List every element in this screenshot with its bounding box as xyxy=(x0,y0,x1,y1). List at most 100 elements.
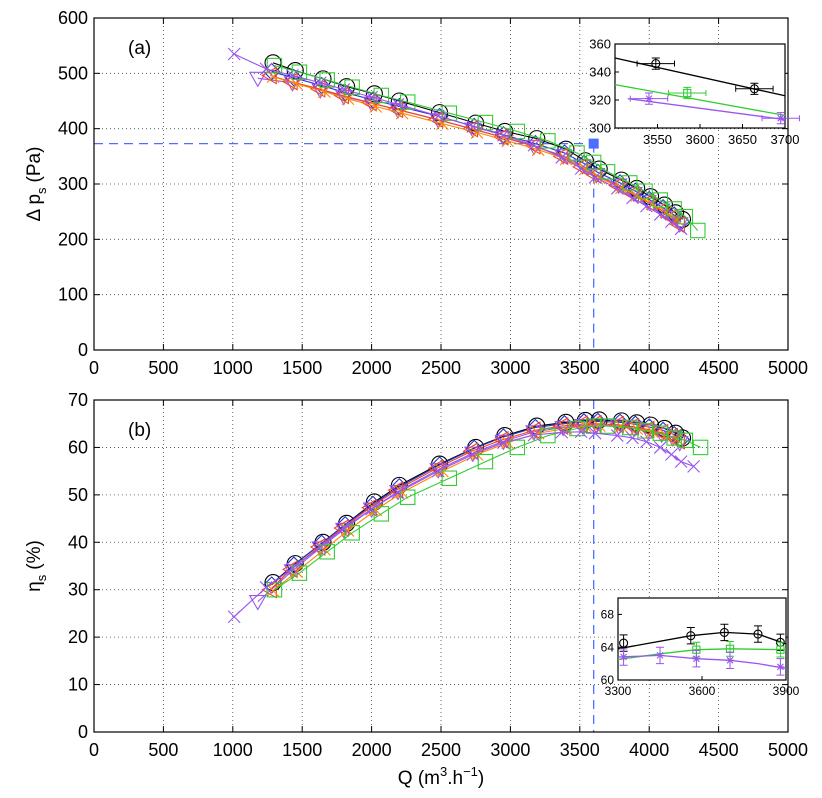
data-point xyxy=(319,544,335,560)
data-point xyxy=(497,128,510,142)
inset-series xyxy=(614,83,786,117)
inset-y-errorbar xyxy=(754,625,762,643)
x-tick-label: 2000 xyxy=(352,740,392,760)
panel-b-ylabel-sub: s xyxy=(34,574,49,581)
panel-b-label: (b) xyxy=(128,420,151,441)
data-point xyxy=(652,192,669,208)
data-point xyxy=(344,79,360,95)
data-point xyxy=(610,182,624,195)
inset-y-tick-label: 60 xyxy=(601,673,615,687)
series-line xyxy=(274,425,701,591)
data-point xyxy=(578,162,592,176)
y-tick-label: 30 xyxy=(68,580,88,600)
inset-x-tick-label: 3900 xyxy=(773,684,800,698)
data-point xyxy=(391,97,405,111)
data-point xyxy=(431,109,445,123)
x-tick-label: 5000 xyxy=(768,740,808,760)
data-point xyxy=(524,136,541,155)
data-point xyxy=(674,455,688,469)
inset-y-errorbar xyxy=(686,627,695,645)
x-tick-label: 1500 xyxy=(282,740,322,760)
data-point xyxy=(337,82,351,96)
inset-data-point xyxy=(692,654,701,663)
data-point xyxy=(540,427,556,444)
inset-y-tick-label: 360 xyxy=(589,37,611,52)
inset-data-point xyxy=(619,653,628,662)
data-point xyxy=(677,432,694,449)
y-tick-label: 50 xyxy=(68,485,88,505)
inset-y-tick-label: 300 xyxy=(589,121,611,136)
inset-y-tick-label: 320 xyxy=(589,93,611,108)
inset-y-errorbar xyxy=(720,623,729,642)
y-tick-label: 400 xyxy=(58,119,88,139)
data-point xyxy=(630,189,644,203)
x-tick-label: 500 xyxy=(148,358,178,378)
data-point xyxy=(674,222,688,236)
x-tick-label: 5000 xyxy=(768,358,808,378)
y-tick-label: 0 xyxy=(78,340,88,360)
series-squares xyxy=(266,57,706,239)
data-point xyxy=(259,62,273,76)
data-point xyxy=(574,162,588,175)
data-point xyxy=(248,71,267,88)
inset-y-tick-label: 64 xyxy=(601,640,615,654)
x-tick-label: 1000 xyxy=(213,358,253,378)
inset-data-point xyxy=(776,645,785,654)
data-point xyxy=(687,460,701,473)
x-tick-label: 3500 xyxy=(560,358,600,378)
inset-series xyxy=(617,646,787,676)
data-point xyxy=(266,57,283,74)
panel-a-ylabel: Δ ps (Pa) xyxy=(24,147,49,222)
data-point xyxy=(286,69,299,82)
inset-x-tick-label: 3600 xyxy=(689,684,716,698)
data-point xyxy=(291,64,308,80)
data-point xyxy=(588,170,602,184)
inset-data-point xyxy=(776,114,785,123)
series-squares xyxy=(266,418,709,598)
data-point xyxy=(588,426,602,440)
data-point xyxy=(333,519,350,538)
data-point xyxy=(638,195,657,211)
data-point xyxy=(690,222,706,239)
data-point xyxy=(286,561,299,575)
inset-y-tick-label: 68 xyxy=(601,608,615,622)
inset-data-point xyxy=(753,629,763,639)
y-tick-label: 500 xyxy=(58,63,88,83)
inset-data-point xyxy=(686,631,696,641)
x-tick-label: 0 xyxy=(89,358,99,378)
y-tick-label: 20 xyxy=(68,627,88,647)
data-point xyxy=(555,425,569,439)
data-point xyxy=(599,418,616,434)
x-tick-label: 2500 xyxy=(421,358,461,378)
data-point xyxy=(337,521,351,535)
data-point xyxy=(665,448,678,461)
data-point xyxy=(466,120,480,133)
panel-b-inset: 3300 3600 3900 60 64 68 xyxy=(601,597,800,698)
inset-x-tick-label: 3650 xyxy=(728,132,757,147)
data-point xyxy=(373,506,390,522)
data-point xyxy=(527,428,541,442)
xlabel-mid: .h xyxy=(447,768,463,789)
reference-point xyxy=(588,138,599,149)
panel-a-series xyxy=(227,47,706,239)
data-point xyxy=(441,105,458,121)
data-point xyxy=(344,525,360,541)
data-point xyxy=(665,215,678,229)
data-point xyxy=(399,489,416,505)
data-point xyxy=(441,470,458,487)
data-point xyxy=(501,134,515,148)
series-line xyxy=(274,65,699,231)
panel-b-series xyxy=(227,411,709,624)
x-tick-label: 3000 xyxy=(490,740,530,760)
data-point xyxy=(653,208,667,221)
panel-b-ylabel: ηs (%) xyxy=(24,540,49,592)
inset-data-point xyxy=(645,94,653,103)
y-tick-label: 70 xyxy=(68,390,88,410)
inset-y-tick-label: 340 xyxy=(589,65,611,80)
x-tick-label: 500 xyxy=(148,740,178,760)
data-point xyxy=(626,191,639,205)
data-point xyxy=(552,147,569,166)
x-tick-label: 0 xyxy=(89,740,99,760)
data-point xyxy=(365,90,378,104)
